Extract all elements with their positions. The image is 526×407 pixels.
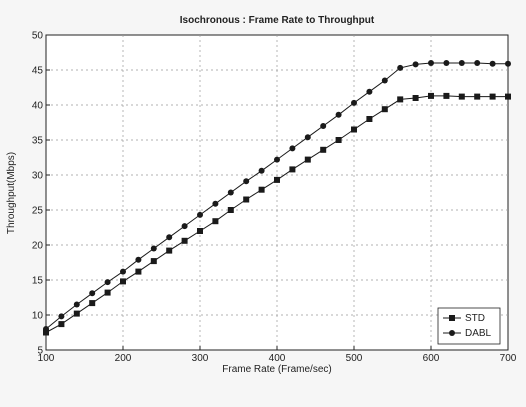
y-tick-label: 30	[32, 171, 44, 182]
data-point-std	[505, 93, 511, 100]
series-dabl	[43, 60, 511, 332]
data-point-std	[135, 268, 142, 275]
data-point-dabl	[150, 245, 157, 252]
data-point-std	[258, 186, 265, 193]
y-tick-label: 35	[32, 136, 44, 147]
data-point-dabl	[258, 167, 265, 174]
y-tick-label: 50	[32, 31, 44, 42]
data-point-std	[304, 156, 311, 163]
data-point-dabl	[474, 60, 481, 66]
data-point-dabl	[135, 256, 142, 263]
data-point-std	[104, 289, 111, 296]
y-tick-label: 45	[32, 66, 44, 77]
data-point-std	[320, 146, 327, 153]
plot-area	[45, 34, 509, 351]
data-point-dabl	[505, 60, 511, 67]
series-layer	[43, 60, 511, 336]
data-point-dabl	[320, 123, 327, 129]
data-point-dabl	[89, 290, 96, 297]
data-point-std	[351, 126, 357, 133]
data-point-dabl	[351, 99, 357, 106]
x-tick-label: 100	[38, 353, 55, 364]
data-point-std	[474, 93, 481, 100]
data-point-std	[397, 96, 404, 103]
data-point-dabl	[227, 189, 234, 196]
data-point-std	[243, 196, 250, 203]
data-point-dabl	[489, 60, 496, 67]
y-tick-label: 20	[32, 241, 44, 252]
data-point-dabl	[458, 60, 465, 66]
legend-std-marker	[449, 315, 455, 321]
data-point-std	[73, 310, 80, 317]
x-tick-label: 700	[500, 353, 517, 364]
data-point-std	[366, 116, 373, 122]
data-point-dabl	[274, 156, 280, 163]
data-point-dabl	[289, 145, 296, 152]
data-point-std	[166, 247, 173, 254]
legend-dabl-marker	[449, 330, 455, 336]
y-tick-label: 40	[32, 101, 44, 112]
data-point-dabl	[443, 60, 450, 66]
data-point-std	[43, 329, 49, 336]
data-point-std	[197, 228, 203, 234]
data-point-std	[212, 218, 219, 225]
data-point-std	[335, 137, 342, 143]
data-point-std	[181, 237, 188, 244]
x-tick-label: 400	[269, 353, 286, 364]
y-tick-label: 10	[32, 311, 44, 322]
series-std	[43, 92, 511, 336]
y-tick-label: 25	[32, 206, 44, 217]
data-point-std	[412, 95, 419, 101]
data-point-dabl	[397, 64, 404, 71]
data-point-std	[227, 207, 234, 213]
data-point-dabl	[58, 313, 65, 320]
data-point-dabl	[428, 60, 434, 66]
legend-dabl-label: DABL	[465, 328, 492, 339]
data-point-std	[150, 258, 157, 265]
data-point-dabl	[43, 326, 49, 332]
data-point-dabl	[104, 279, 111, 286]
data-point-std	[120, 278, 126, 285]
x-tick-label: 300	[192, 353, 209, 364]
y-tick-label: 15	[32, 276, 44, 287]
x-tick-label: 200	[115, 353, 132, 364]
data-point-dabl	[73, 301, 80, 308]
data-point-dabl	[120, 268, 126, 275]
data-point-std	[289, 166, 296, 173]
data-point-dabl	[366, 88, 373, 95]
data-point-dabl	[166, 234, 173, 241]
y-tick-label: 5	[37, 346, 43, 357]
data-point-dabl	[212, 200, 219, 207]
legend-box	[437, 307, 501, 345]
data-point-dabl	[181, 223, 188, 230]
x-axis-label: Frame Rate (Frame/sec)	[222, 364, 331, 375]
data-point-dabl	[243, 178, 250, 185]
legend-std-label: STD	[465, 313, 485, 324]
x-tick-label: 600	[423, 353, 440, 364]
data-point-dabl	[197, 211, 203, 218]
legend: STD DABL	[437, 307, 501, 345]
data-point-std	[458, 93, 465, 100]
data-point-std	[381, 106, 388, 113]
data-point-dabl	[381, 77, 388, 84]
data-point-std	[443, 92, 450, 99]
data-point-dabl	[335, 111, 342, 118]
data-point-std	[428, 92, 434, 99]
data-point-dabl	[304, 134, 311, 141]
data-point-std	[89, 300, 96, 307]
x-tick-label: 500	[346, 353, 363, 364]
data-point-std	[58, 321, 65, 328]
chart-title: Isochronous : Frame Rate to Throughput	[180, 15, 375, 26]
data-point-std	[274, 176, 280, 183]
data-point-dabl	[412, 61, 419, 68]
data-point-std	[489, 93, 496, 100]
y-axis-label: Throughput(Mbps)	[6, 152, 17, 234]
axis-ticks: 100 200 300 400 500 600 700 5 10 15 20 25 30 35 40 45 50	[32, 31, 517, 365]
